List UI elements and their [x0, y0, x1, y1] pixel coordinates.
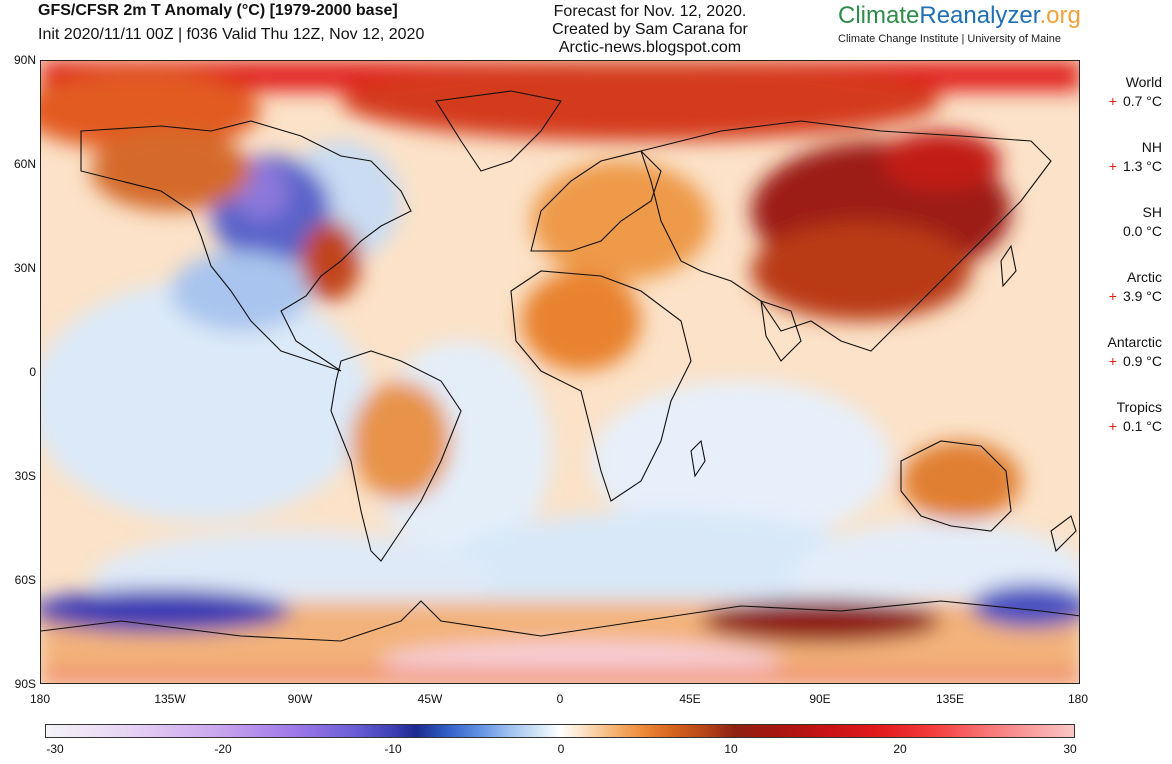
stat-value: 0.7 °C [1122, 93, 1162, 109]
colorbar-tick: 0 [557, 742, 565, 756]
stat-sign: + [1108, 353, 1117, 369]
credit-block: Forecast for Nov. 12, 2020. Created by S… [520, 3, 780, 57]
stat-name: SH [1142, 204, 1162, 220]
stat-value: 3.9 °C [1122, 288, 1162, 304]
brand-part-1: Climate [838, 2, 920, 29]
stat-value: 0.1 °C [1122, 418, 1162, 434]
lon-label-45w: 45W [417, 692, 443, 706]
stat-name: Tropics [1116, 399, 1162, 415]
lat-label-60n: 60N [13, 157, 36, 171]
map-subtitle: Init 2020/11/11 00Z | f036 Valid Thu 12Z… [38, 26, 425, 43]
map-canvas [41, 61, 1079, 683]
stat-nh: NH +1.3 °C [1092, 139, 1168, 174]
stat-sign: + [1108, 93, 1117, 109]
stat-world: World +0.7 °C [1092, 74, 1168, 109]
brand-subtitle: Climate Change Institute | University of… [838, 33, 1061, 45]
stat-arctic: Arctic +3.9 °C [1092, 269, 1168, 304]
lon-label-180e: 180 [1067, 692, 1089, 706]
stat-sign: + [1108, 418, 1117, 434]
stat-name: NH [1141, 139, 1162, 155]
colorbar-tick: -20 [214, 742, 232, 756]
lon-label-90w: 90W [287, 692, 313, 706]
colorbar-tick: -30 [46, 742, 64, 756]
stat-antarctic: Antarctic +0.9 °C [1092, 334, 1168, 369]
colorbar-tick: 10 [724, 742, 738, 756]
coastlines [41, 90, 1079, 642]
credit-line-1: Forecast for Nov. 12, 2020. [553, 3, 747, 20]
brand-part-3: .org [1039, 2, 1081, 29]
stat-sign: + [1108, 158, 1117, 174]
credit-line-2: Created by Sam Carana for [552, 21, 748, 38]
lat-label-30s: 30S [14, 469, 36, 483]
lat-label-90n: 90N [13, 53, 36, 67]
stat-name: World [1125, 74, 1162, 90]
anomaly-map[interactable] [40, 60, 1080, 684]
stat-name: Arctic [1127, 269, 1162, 285]
stat-value: 0.0 °C [1122, 223, 1162, 239]
stat-value: 0.9 °C [1122, 353, 1162, 369]
lon-label-135w: 135W [154, 692, 186, 706]
anomaly-field [41, 61, 1079, 683]
brand-part-2: Reanalyzer [919, 2, 1040, 29]
colorbar [45, 724, 1075, 738]
lon-label-45e: 45E [679, 692, 701, 706]
lat-label-0: 0 [29, 365, 36, 379]
stat-sh: SH 0.0 °C [1092, 204, 1168, 239]
lon-label-135e: 135E [935, 692, 965, 706]
lat-label-60s: 60S [14, 573, 36, 587]
lon-label-0: 0 [556, 692, 564, 706]
colorbar-tick: -10 [384, 742, 402, 756]
credit-line-3: Arctic-news.blogspot.com [558, 39, 742, 56]
map-title: GFS/CFSR 2m T Anomaly (°C) [1979-2000 ba… [38, 2, 398, 19]
stat-sign: + [1108, 288, 1117, 304]
colorbar-tick: 20 [893, 742, 907, 756]
colorbar-tick: 30 [1063, 742, 1077, 756]
lat-label-90s: 90S [14, 677, 36, 691]
lon-label-180w: 180 [29, 692, 51, 706]
brand-logo[interactable]: ClimateReanalyzer.org [838, 2, 1081, 30]
lat-label-30n: 30N [13, 261, 36, 275]
stat-value: 1.3 °C [1122, 158, 1162, 174]
stat-tropics: Tropics +0.1 °C [1092, 399, 1168, 434]
stat-name: Antarctic [1107, 334, 1162, 350]
lon-label-90e: 90E [809, 692, 831, 706]
